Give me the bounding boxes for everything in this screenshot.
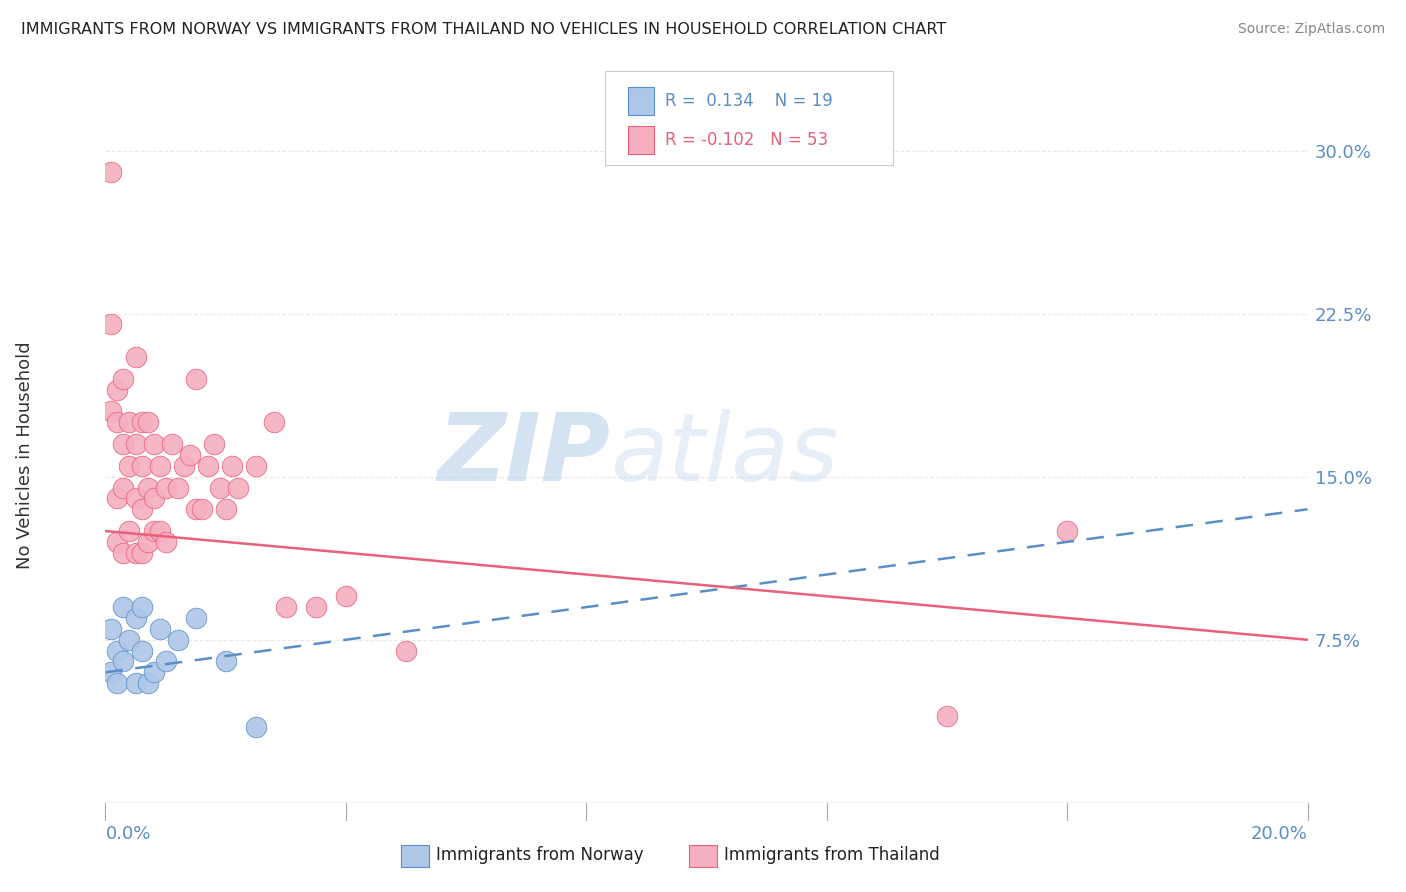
Point	[136, 676, 159, 690]
Text: atlas: atlas	[610, 409, 838, 500]
Point	[148, 458, 170, 473]
Point	[142, 491, 165, 506]
Point	[208, 481, 231, 495]
Text: R =  0.134    N = 19: R = 0.134 N = 19	[665, 92, 832, 110]
Point	[131, 600, 153, 615]
Point	[112, 481, 135, 495]
Point	[166, 632, 188, 647]
Point	[202, 437, 225, 451]
Point	[155, 481, 177, 495]
Point	[112, 372, 135, 386]
Text: No Vehicles in Household: No Vehicles in Household	[17, 341, 34, 569]
Point	[131, 546, 153, 560]
Text: Immigrants from Thailand: Immigrants from Thailand	[724, 847, 939, 864]
Text: R = -0.102   N = 53: R = -0.102 N = 53	[665, 131, 828, 149]
Point	[1056, 524, 1078, 538]
Point	[305, 600, 328, 615]
Point	[107, 415, 129, 429]
Point	[100, 622, 122, 636]
Text: Immigrants from Norway: Immigrants from Norway	[436, 847, 644, 864]
Point	[214, 655, 236, 669]
Point	[107, 643, 129, 657]
Point	[142, 665, 165, 680]
Point	[136, 415, 159, 429]
Point	[112, 600, 135, 615]
Point	[936, 708, 959, 723]
Text: 20.0%: 20.0%	[1251, 825, 1308, 843]
Point	[184, 372, 207, 386]
Point	[142, 524, 165, 538]
Point	[131, 502, 153, 516]
Point	[124, 611, 146, 625]
Point	[142, 437, 165, 451]
Point	[179, 448, 201, 462]
Point	[190, 502, 212, 516]
Point	[124, 546, 146, 560]
Point	[124, 350, 146, 364]
Point	[184, 611, 207, 625]
Point	[155, 535, 177, 549]
Point	[118, 458, 141, 473]
Point	[221, 458, 243, 473]
Point	[107, 676, 129, 690]
Point	[214, 502, 236, 516]
Point	[118, 415, 141, 429]
Point	[274, 600, 297, 615]
Point	[100, 165, 122, 179]
Point	[112, 546, 135, 560]
Point	[100, 665, 122, 680]
Point	[124, 491, 146, 506]
Point	[124, 676, 146, 690]
Text: 0.0%: 0.0%	[105, 825, 150, 843]
Point	[245, 720, 267, 734]
Point	[184, 502, 207, 516]
Point	[136, 535, 159, 549]
Point	[100, 404, 122, 418]
Point	[112, 437, 135, 451]
Point	[160, 437, 183, 451]
Point	[226, 481, 249, 495]
Point	[131, 415, 153, 429]
Point	[148, 622, 170, 636]
Point	[166, 481, 188, 495]
Point	[197, 458, 219, 473]
Point	[107, 491, 129, 506]
Point	[112, 655, 135, 669]
Point	[263, 415, 285, 429]
Point	[245, 458, 267, 473]
Text: Source: ZipAtlas.com: Source: ZipAtlas.com	[1237, 22, 1385, 37]
Point	[148, 524, 170, 538]
Point	[395, 643, 418, 657]
Point	[118, 524, 141, 538]
Text: IMMIGRANTS FROM NORWAY VS IMMIGRANTS FROM THAILAND NO VEHICLES IN HOUSEHOLD CORR: IMMIGRANTS FROM NORWAY VS IMMIGRANTS FRO…	[21, 22, 946, 37]
Point	[107, 535, 129, 549]
Point	[100, 318, 122, 332]
Point	[131, 643, 153, 657]
Point	[107, 383, 129, 397]
Point	[155, 655, 177, 669]
Point	[118, 632, 141, 647]
Point	[131, 458, 153, 473]
Point	[136, 481, 159, 495]
Point	[335, 589, 357, 603]
Text: ZIP: ZIP	[437, 409, 610, 501]
Point	[173, 458, 195, 473]
Point	[124, 437, 146, 451]
